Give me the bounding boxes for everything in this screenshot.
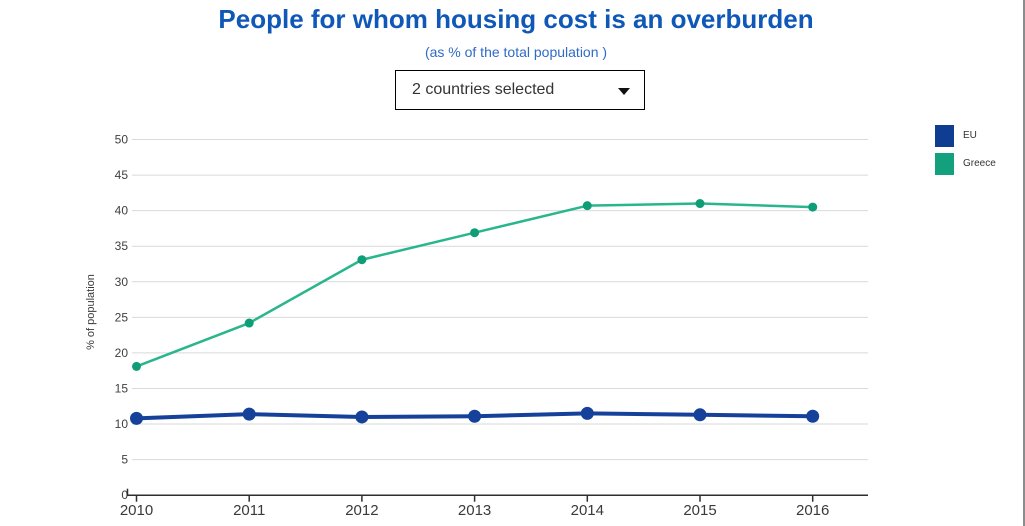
svg-text:5: 5 xyxy=(121,453,128,467)
legend-item-greece[interactable]: Greece xyxy=(935,153,996,175)
chart-header: People for whom housing cost is an overb… xyxy=(0,4,1025,60)
dropdown-selected-value: 2 countries selected xyxy=(412,81,555,98)
legend-item-eu[interactable]: EU xyxy=(935,125,996,147)
svg-text:2011: 2011 xyxy=(233,502,265,519)
svg-text:35: 35 xyxy=(115,239,129,253)
chart-legend: EU Greece xyxy=(935,125,996,181)
window-edge xyxy=(1023,0,1025,526)
svg-text:50: 50 xyxy=(115,133,129,147)
svg-text:2016: 2016 xyxy=(796,502,829,519)
chart-subtitle: (as % of the total population ) xyxy=(424,44,608,60)
svg-text:2013: 2013 xyxy=(458,502,491,519)
svg-text:2014: 2014 xyxy=(571,502,604,519)
svg-text:2015: 2015 xyxy=(683,502,716,519)
chevron-down-icon xyxy=(618,87,630,95)
legend-label-eu: EU xyxy=(963,130,977,141)
greece-color-swatch xyxy=(935,153,954,175)
svg-text:10: 10 xyxy=(115,417,129,431)
page-title: People for whom housing cost is an overb… xyxy=(218,4,814,34)
eu-color-swatch xyxy=(935,125,954,147)
svg-text:2012: 2012 xyxy=(345,502,378,519)
legend-label-greece: Greece xyxy=(963,158,996,169)
svg-text:45: 45 xyxy=(115,168,129,182)
svg-text:15: 15 xyxy=(115,381,129,395)
country-select-dropdown[interactable]: 2 countries selected xyxy=(395,70,645,110)
svg-text:30: 30 xyxy=(115,275,129,289)
svg-text:25: 25 xyxy=(115,310,129,324)
svg-text:40: 40 xyxy=(115,204,129,218)
svg-text:% of population: % of population xyxy=(85,274,97,350)
svg-text:2010: 2010 xyxy=(120,502,153,519)
svg-text:0: 0 xyxy=(121,488,128,502)
svg-text:20: 20 xyxy=(115,346,129,360)
